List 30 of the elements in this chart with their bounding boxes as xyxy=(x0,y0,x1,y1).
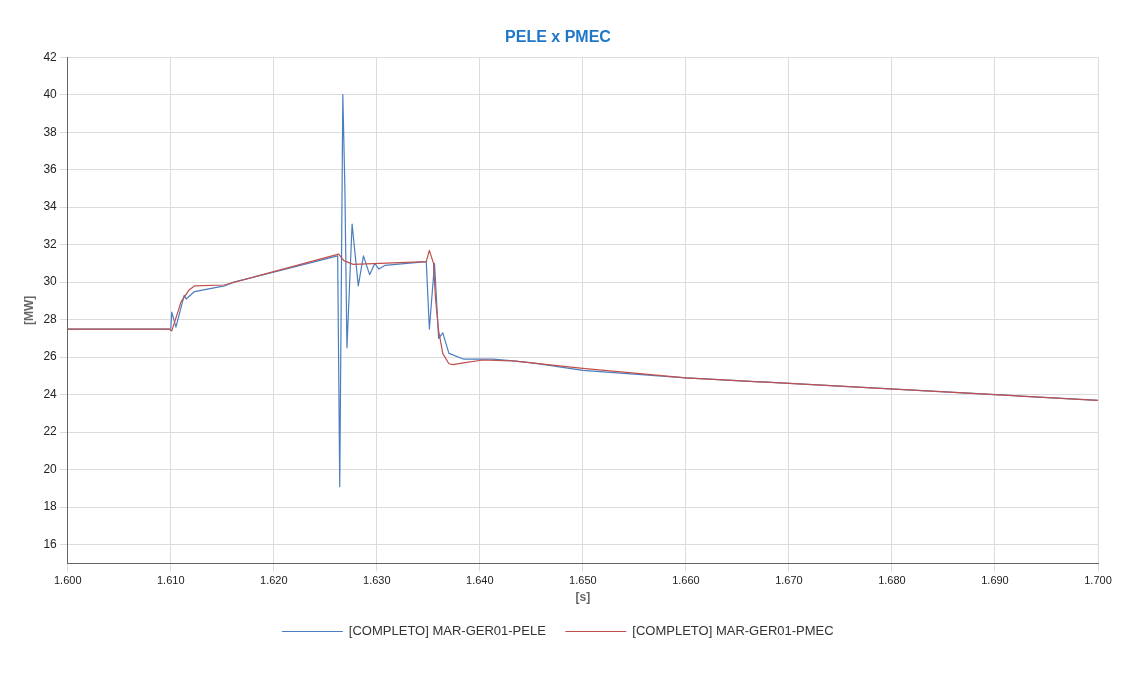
y-axis-title: [MW] xyxy=(21,295,36,325)
x-axis-title: [s] xyxy=(575,590,591,605)
y-tick-label: 36 xyxy=(43,162,58,176)
x-tick-label: 1.680 xyxy=(878,574,906,587)
x-tick-label: 1.640 xyxy=(466,574,494,587)
y-tick-label: 30 xyxy=(43,274,58,289)
legend-label: [COMPLETO] MAR-GER01-PMEC xyxy=(632,623,834,639)
y-tick-label: 38 xyxy=(43,124,58,139)
y-tick-label: 28 xyxy=(43,311,58,326)
x-tick-label: 1.660 xyxy=(672,574,700,587)
y-tick-label: 32 xyxy=(43,236,58,251)
y-tick-label: 26 xyxy=(43,349,58,364)
legend-label: [COMPLETO] MAR-GER01-PELE xyxy=(348,623,547,639)
y-tick-label: 20 xyxy=(43,461,58,476)
x-tick-label: 1.610 xyxy=(157,574,185,587)
x-tick-label: 1.700 xyxy=(1084,574,1112,587)
x-tick-label: 1.650 xyxy=(569,574,597,587)
y-tick-label: 42 xyxy=(43,49,58,64)
y-tick-label: 40 xyxy=(43,87,58,102)
y-tick-label: 18 xyxy=(43,499,58,514)
x-tick-label: 1.630 xyxy=(363,574,391,587)
x-tick-label: 1.690 xyxy=(981,574,1009,587)
chart-title: PELE x PMEC xyxy=(505,28,612,46)
x-tick-label: 1.600 xyxy=(53,574,82,587)
y-tick-label: 24 xyxy=(43,386,58,401)
y-tick-label: 22 xyxy=(43,424,58,439)
x-tick-label: 1.620 xyxy=(260,574,288,587)
y-tick-label: 16 xyxy=(43,536,58,551)
x-tick-label: 1.670 xyxy=(775,574,803,587)
y-tick-label: 34 xyxy=(43,199,58,214)
